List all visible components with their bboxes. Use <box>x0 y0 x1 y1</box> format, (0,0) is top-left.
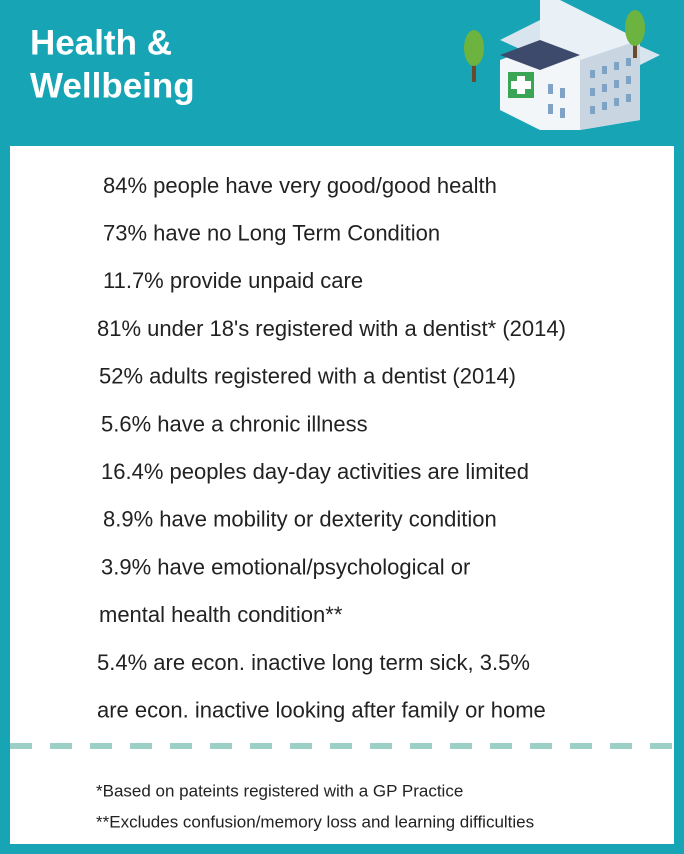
stat-line: 5.6% have a chronic illness <box>101 411 368 436</box>
stat-line: are econ. inactive looking after family … <box>97 698 546 723</box>
footnote: **Excludes confusion/memory loss and lea… <box>96 812 534 831</box>
stat-line: 84% people have very good/good health <box>103 173 497 198</box>
stat-line: 3.9% have emotional/psychological or <box>101 554 470 579</box>
stat-line: 11.7% provide unpaid care <box>103 268 363 293</box>
stat-line: 52% adults registered with a dentist (20… <box>99 364 516 389</box>
panel <box>10 146 674 844</box>
stat-line: 73% have no Long Term Condition <box>103 221 440 246</box>
stat-line: 16.4% peoples day-day activities are lim… <box>101 459 529 484</box>
stat-line: 8.9% have mobility or dexterity conditio… <box>103 507 497 532</box>
footnote: *Based on pateints registered with a GP … <box>96 781 463 800</box>
stat-line: 81% under 18's registered with a dentist… <box>97 316 566 341</box>
stat-line: 5.4% are econ. inactive long term sick, … <box>97 650 530 675</box>
building-icon <box>464 0 660 130</box>
title: Wellbeing <box>30 66 195 105</box>
stat-line: mental health condition** <box>99 602 343 627</box>
title: Health & <box>30 23 172 62</box>
